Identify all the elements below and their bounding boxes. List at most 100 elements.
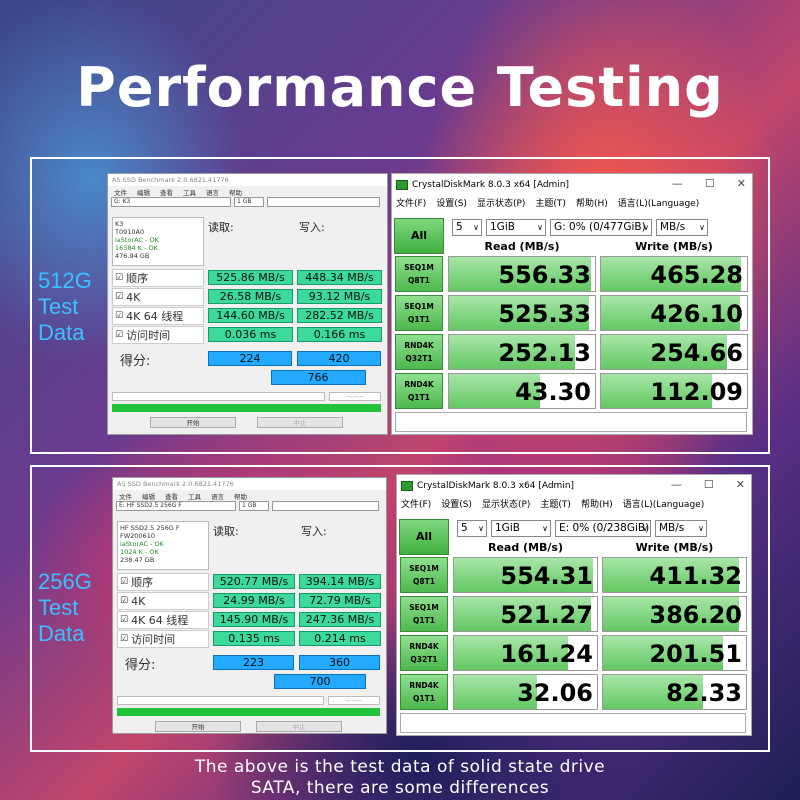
menu-item[interactable]: 语言	[211, 493, 224, 501]
score-total: 700	[274, 674, 366, 689]
drive-select[interactable]: G: K3	[111, 197, 231, 207]
menu-item[interactable]: 帮助	[229, 189, 242, 197]
window-title: CrystalDiskMark 8.0.3 x64 [Admin]	[417, 481, 575, 491]
menu-item[interactable]: 文件(F)	[401, 500, 432, 510]
comment-field[interactable]	[395, 412, 747, 432]
window-buttons: — ☐ ✕	[672, 177, 746, 190]
menu-item[interactable]: 工具	[188, 493, 201, 501]
checkbox-icon[interactable]: ☑	[120, 577, 129, 587]
extra-select[interactable]	[272, 501, 379, 511]
test-name: SEQ1M	[404, 263, 434, 272]
start-button[interactable]: 开始	[150, 417, 236, 428]
row-label: 顺序	[126, 272, 149, 285]
write-cell: 465.28	[600, 256, 748, 292]
minimize-icon[interactable]: —	[671, 177, 683, 190]
abort-button[interactable]: 中止	[256, 721, 342, 732]
checkbox-icon[interactable]: ☑	[115, 330, 124, 340]
menu-item[interactable]: 语言(L)(Language)	[617, 199, 700, 209]
menu-item[interactable]: 编辑	[142, 493, 155, 501]
size-select[interactable]: 1 GB	[239, 501, 269, 511]
menu-item[interactable]: 文件(F)	[396, 199, 427, 209]
all-button[interactable]: All	[399, 519, 449, 555]
maximize-icon[interactable]: ☐	[704, 177, 715, 190]
menu-item[interactable]: 语言(L)(Language)	[622, 500, 705, 510]
menu-bar: 文件 编辑 查看 工具 语言 帮助	[108, 186, 387, 197]
count-select[interactable]: 5 ∨	[457, 520, 487, 537]
write-cell: 254.66	[600, 334, 748, 370]
write-value: 386.20	[649, 601, 742, 629]
start-button[interactable]: 开始	[155, 721, 241, 732]
maximize-icon[interactable]: ☐	[703, 478, 714, 491]
menu-item[interactable]: 工具	[183, 189, 196, 197]
checkbox-icon[interactable]: ☑	[115, 311, 124, 321]
write-fill-bar	[603, 597, 739, 631]
app-icon	[401, 481, 413, 491]
read-cell: 32.06	[453, 674, 598, 710]
checkbox-icon[interactable]: ☑	[115, 273, 124, 283]
size-value: 1GiB	[495, 522, 520, 534]
extra-select[interactable]	[267, 197, 380, 207]
test-label: SEQ1M Q8T1	[395, 256, 443, 292]
menu-item[interactable]: 帮助	[234, 493, 247, 501]
row-label: 访问时间	[131, 633, 176, 646]
drive-select[interactable]: G: 0% (0/477GiB) ∨	[550, 219, 652, 236]
write-value: 394.14 MB/s	[299, 574, 381, 589]
menu-item[interactable]: 语言	[206, 189, 219, 197]
menu-item[interactable]: 设置(S)	[441, 500, 472, 510]
test-label: SEQ1M Q1T1	[400, 596, 448, 632]
checkbox-icon[interactable]: ☑	[120, 634, 129, 644]
size-select[interactable]: 1 GB	[234, 197, 264, 207]
abort-button[interactable]: 中止	[257, 417, 343, 428]
menu-item[interactable]: 帮助(H)	[575, 199, 608, 209]
drive-info: HF SSD2.5 256G F FW200610 iaStorAC - OK 102…	[117, 521, 209, 570]
result-row-label: ☑ 4K 64 线程	[117, 611, 209, 629]
checkbox-icon[interactable]: ☑	[115, 292, 124, 302]
minimize-icon[interactable]: —	[670, 478, 682, 491]
menu-item[interactable]: 显示状态(P)	[476, 199, 526, 209]
drive-info-line: 1024 K - OK	[120, 548, 159, 556]
read-fill-bar	[454, 597, 592, 631]
menu-item[interactable]: 文件	[119, 493, 132, 501]
write-value: 247.36 MB/s	[299, 612, 381, 627]
menu-item[interactable]: 主题(T)	[535, 199, 566, 209]
close-icon[interactable]: ✕	[736, 177, 746, 190]
all-button[interactable]: All	[394, 218, 444, 254]
menu-item[interactable]: 文件	[114, 189, 127, 197]
write-fill-bar	[603, 636, 724, 670]
unit-select[interactable]: MB/s ∨	[656, 219, 708, 236]
test-label: RND4K Q32T1	[400, 635, 448, 671]
drive-select[interactable]: E: 0% (0/238GiB) ∨	[555, 520, 651, 537]
drive-select[interactable]: E: HF SSD2.5 256G F	[116, 501, 236, 511]
menu-item[interactable]: 查看	[165, 493, 178, 501]
menu-item[interactable]: 主题(T)	[540, 500, 571, 510]
write-value: 0.166 ms	[297, 327, 382, 342]
side-label-line: Data	[38, 320, 85, 345]
read-value: 252.13	[498, 339, 591, 367]
read-header: Read (MB/s)	[484, 240, 560, 253]
chevron-down-icon: ∨	[699, 223, 705, 232]
drive-info-line: iaStorAC - OK	[115, 236, 159, 244]
comment-field[interactable]	[400, 713, 746, 733]
count-select[interactable]: 5 ∨	[452, 219, 482, 236]
row-label: 4K 64 线程	[131, 614, 189, 627]
menu-item[interactable]: 查看	[160, 189, 173, 197]
asssd-window-256g: AS SSD Benchmark 2.0.6821.41776 文件 编辑 查看 工具 语…	[112, 477, 387, 734]
chevron-down-icon: ∨	[698, 524, 704, 533]
read-fill-bar	[454, 636, 569, 670]
green-progress-bar	[117, 708, 380, 716]
unit-select[interactable]: MB/s ∨	[655, 520, 707, 537]
read-cell: 525.33	[448, 295, 596, 331]
chevron-down-icon: ∨	[473, 223, 479, 232]
side-label-line: Test	[38, 595, 79, 620]
read-value: 0.036 ms	[208, 327, 293, 342]
read-value: 520.77 MB/s	[213, 574, 295, 589]
menu-item[interactable]: 帮助(H)	[580, 500, 613, 510]
menu-item[interactable]: 显示状态(P)	[481, 500, 531, 510]
checkbox-icon[interactable]: ☑	[120, 596, 129, 606]
close-icon[interactable]: ✕	[735, 478, 745, 491]
checkbox-icon[interactable]: ☑	[120, 615, 129, 625]
size-select[interactable]: 1GiB ∨	[491, 520, 551, 537]
menu-item[interactable]: 设置(S)	[436, 199, 467, 209]
size-select[interactable]: 1GiB ∨	[486, 219, 546, 236]
menu-item[interactable]: 编辑	[137, 189, 150, 197]
